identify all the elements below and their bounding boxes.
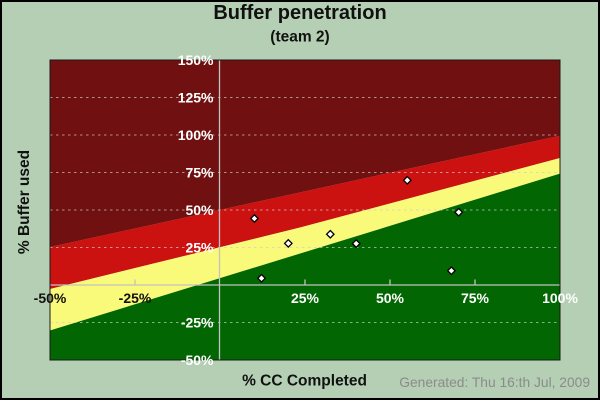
svg-text:125%: 125% [178,89,214,105]
svg-text:100%: 100% [178,127,214,143]
svg-text:50%: 50% [376,290,405,306]
svg-text:Generated: Thu 16:th Jul, 2009: Generated: Thu 16:th Jul, 2009 [399,375,590,390]
svg-text:-50%: -50% [34,290,67,306]
svg-text:25%: 25% [291,290,320,306]
svg-text:% CC Completed: % CC Completed [242,373,367,390]
svg-text:(team 2): (team 2) [270,29,329,46]
svg-text:50%: 50% [185,202,214,218]
svg-text:-25%: -25% [181,314,214,330]
svg-text:-50%: -50% [181,352,214,368]
svg-text:150%: 150% [178,52,214,68]
svg-text:75%: 75% [461,290,490,306]
svg-text:25%: 25% [185,239,214,255]
svg-text:% Buffer used: % Buffer used [16,150,33,254]
svg-text:75%: 75% [185,164,214,180]
svg-text:Buffer penetration: Buffer penetration [213,2,386,24]
svg-text:-25%: -25% [119,290,152,306]
svg-text:100%: 100% [542,290,578,306]
